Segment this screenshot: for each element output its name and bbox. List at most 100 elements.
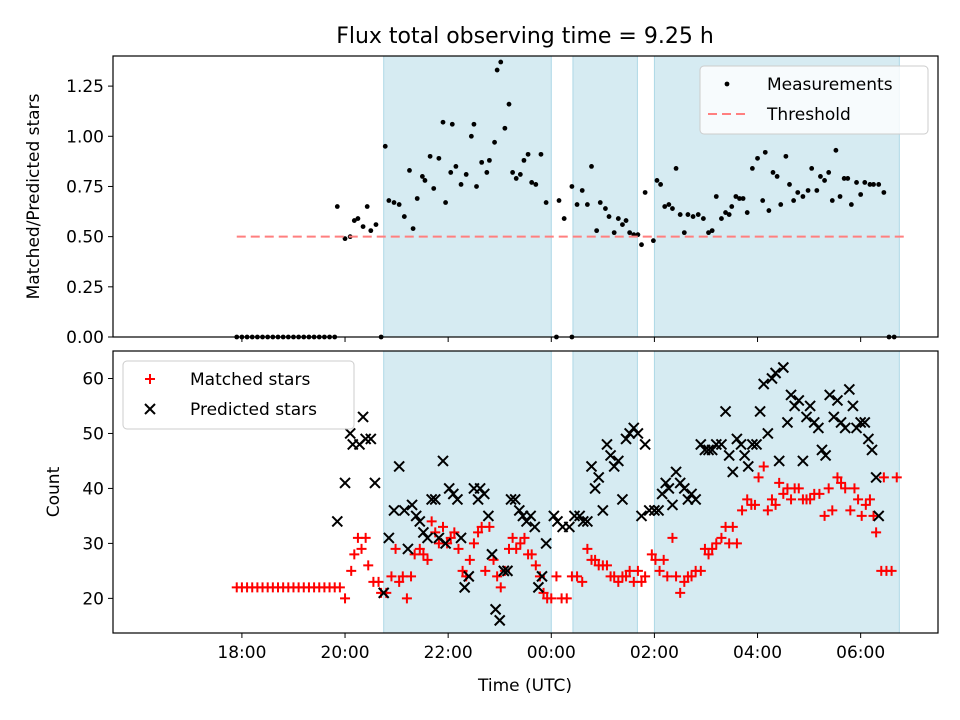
- predicted-star-point: [758, 378, 770, 390]
- measurement-point: [770, 170, 776, 175]
- measurement-point: [351, 218, 357, 223]
- matched-star-point: [786, 494, 797, 505]
- predicted-star-point: [536, 570, 548, 583]
- matched-star-point: [836, 477, 847, 488]
- measurement-point: [334, 204, 340, 209]
- measurement-point: [845, 176, 851, 181]
- predicted-star-point: [800, 411, 813, 423]
- predicted-star-point: [410, 510, 422, 522]
- matched-star-point: [572, 571, 583, 582]
- measurement-point: [391, 200, 397, 205]
- matched-star-point: [473, 527, 484, 538]
- measurement-point: [818, 174, 823, 179]
- measurement-point: [650, 238, 656, 244]
- matched-star-point: [819, 510, 830, 521]
- predicted-star-point: [632, 427, 644, 440]
- predicted-star-point: [843, 383, 856, 396]
- matched-star-point: [526, 549, 537, 560]
- matched-star-point: [551, 571, 562, 582]
- predicted-star-point: [670, 466, 682, 478]
- matched-star-point: [394, 576, 405, 587]
- matched-star-point: [515, 538, 526, 549]
- predicted-star-point: [781, 416, 794, 429]
- predicted-star-point: [388, 504, 400, 517]
- matched-star-point: [546, 593, 557, 604]
- measurement-point: [603, 206, 608, 211]
- measurement-point: [506, 101, 512, 107]
- predicted-star-point: [738, 449, 751, 462]
- matched-star-point: [886, 565, 897, 576]
- measurement-point: [386, 198, 392, 203]
- measurement-point: [858, 192, 864, 197]
- measurement-point: [453, 163, 459, 169]
- measurement-point: [658, 182, 663, 187]
- matched-star-point: [453, 543, 464, 554]
- x-tick-label: 04:00: [733, 643, 782, 663]
- matched-star-point: [753, 472, 764, 483]
- measurement-point: [498, 59, 504, 65]
- measurement-point: [685, 212, 691, 217]
- matched-star-point: [695, 565, 706, 576]
- predicted-star-point: [689, 493, 702, 506]
- predicted-star-point: [620, 433, 632, 445]
- matched-star-point: [679, 576, 690, 587]
- predicted-star-point: [719, 405, 732, 418]
- predicted-star-point: [652, 504, 665, 517]
- predicted-star-point: [660, 477, 672, 489]
- measurement-point: [760, 198, 766, 203]
- matched-star-point: [356, 543, 367, 554]
- measurement-point: [814, 188, 820, 193]
- measurement-point: [749, 166, 755, 171]
- measurement-point: [422, 178, 428, 183]
- predicted-star-point: [854, 416, 867, 429]
- matched-star-point: [386, 571, 397, 582]
- predicted-star-point: [762, 427, 774, 440]
- measurement-point: [510, 170, 516, 175]
- matched-star-point: [632, 565, 643, 576]
- shaded-interval: [653, 350, 900, 634]
- predicted-star-point: [540, 537, 552, 550]
- predicted-star-point: [870, 471, 882, 484]
- matched-star-point: [577, 576, 588, 587]
- measurement-point: [787, 182, 792, 187]
- measurement-point: [666, 202, 672, 207]
- measurement-point: [755, 155, 760, 161]
- measurement-point: [881, 190, 887, 195]
- matched-star-point: [716, 532, 727, 543]
- measurement-point: [410, 226, 416, 232]
- measurement-point: [681, 230, 687, 236]
- measurement-point: [837, 194, 843, 199]
- measurement-point: [538, 151, 544, 157]
- predicted-star-point: [601, 438, 613, 451]
- predicted-star-point: [498, 565, 510, 577]
- measurement-point: [627, 230, 633, 236]
- predicted-star-point: [365, 433, 377, 445]
- matched-star-point: [406, 571, 417, 582]
- measurement-point: [606, 214, 612, 219]
- x-tick-label: 22:00: [424, 643, 473, 663]
- measurement-point: [494, 67, 500, 73]
- matched-star-point: [774, 477, 785, 488]
- measurement-point: [521, 157, 527, 163]
- matched-star-point: [636, 576, 647, 587]
- measurement-point: [783, 153, 789, 159]
- matched-star-point: [662, 571, 673, 582]
- measurement-point: [382, 143, 388, 149]
- y-tick-label: 0.00: [66, 328, 104, 348]
- measurement-point: [474, 184, 479, 189]
- predicted-star-point: [359, 433, 372, 445]
- measurement-point: [597, 200, 603, 205]
- legend-matched-swatch: [145, 374, 155, 384]
- predicted-star-point: [339, 477, 351, 489]
- matched-star-point: [827, 505, 838, 516]
- matched-star-point: [373, 576, 384, 587]
- measurement-point: [502, 125, 508, 131]
- measurement-point: [795, 190, 801, 195]
- measurement-point: [584, 202, 590, 207]
- measurement-point: [706, 230, 711, 236]
- matched-star-point: [671, 571, 682, 582]
- x-axis-label: Time (UTC): [477, 676, 572, 696]
- matched-star-point: [891, 472, 902, 483]
- measurement-point: [401, 214, 407, 219]
- measurement-point: [556, 198, 562, 203]
